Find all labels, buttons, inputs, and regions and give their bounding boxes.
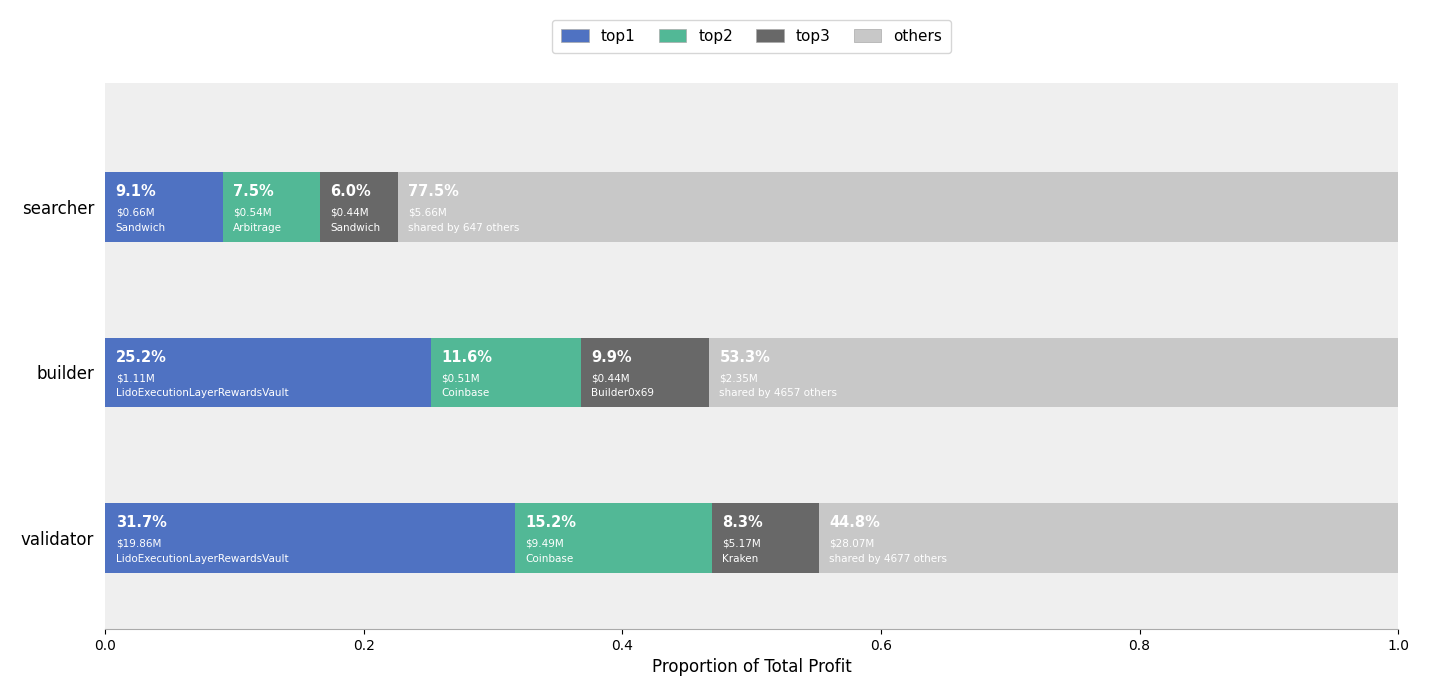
Text: 15.2%: 15.2% xyxy=(525,515,576,530)
Text: $19.86M: $19.86M xyxy=(116,539,162,549)
X-axis label: Proportion of Total Profit: Proportion of Total Profit xyxy=(652,658,852,676)
Text: $5.17M: $5.17M xyxy=(722,539,761,549)
Bar xyxy=(819,503,1399,573)
Text: 44.8%: 44.8% xyxy=(829,515,881,530)
Text: 9.1%: 9.1% xyxy=(116,184,156,199)
Text: Builder0x69: Builder0x69 xyxy=(592,388,655,398)
Bar xyxy=(223,172,320,242)
Text: LidoExecutionLayerRewardsVault: LidoExecutionLayerRewardsVault xyxy=(116,388,289,398)
Text: $0.51M: $0.51M xyxy=(442,373,480,383)
Text: 77.5%: 77.5% xyxy=(408,184,459,199)
Bar xyxy=(106,338,430,407)
Text: Arbitrage: Arbitrage xyxy=(233,223,282,233)
Bar xyxy=(712,503,819,573)
Text: 25.2%: 25.2% xyxy=(116,350,166,365)
Text: shared by 4657 others: shared by 4657 others xyxy=(719,388,838,398)
Text: $2.35M: $2.35M xyxy=(719,373,758,383)
Text: $9.49M: $9.49M xyxy=(525,539,565,549)
Legend: top1, top2, top3, others: top1, top2, top3, others xyxy=(552,20,951,53)
Text: $5.66M: $5.66M xyxy=(408,208,446,217)
Text: $0.66M: $0.66M xyxy=(116,208,154,217)
Bar xyxy=(515,503,712,573)
Bar xyxy=(106,172,223,242)
Text: Coinbase: Coinbase xyxy=(525,553,573,564)
Text: 31.7%: 31.7% xyxy=(116,515,166,530)
Text: $0.54M: $0.54M xyxy=(233,208,272,217)
Bar xyxy=(430,338,581,407)
Bar xyxy=(106,503,515,573)
Text: 9.9%: 9.9% xyxy=(592,350,632,365)
Bar xyxy=(581,338,709,407)
Text: shared by 647 others: shared by 647 others xyxy=(408,223,519,233)
Text: shared by 4677 others: shared by 4677 others xyxy=(829,553,947,564)
Text: Kraken: Kraken xyxy=(722,553,758,564)
Text: 8.3%: 8.3% xyxy=(722,515,762,530)
Bar xyxy=(320,172,398,242)
Text: $0.44M: $0.44M xyxy=(592,373,631,383)
Text: 6.0%: 6.0% xyxy=(330,184,370,199)
Text: Sandwich: Sandwich xyxy=(116,223,166,233)
Text: Sandwich: Sandwich xyxy=(330,223,380,233)
Text: 7.5%: 7.5% xyxy=(233,184,275,199)
Text: 11.6%: 11.6% xyxy=(442,350,492,365)
Text: $0.44M: $0.44M xyxy=(330,208,369,217)
Bar xyxy=(398,172,1400,242)
Text: Coinbase: Coinbase xyxy=(442,388,489,398)
Text: LidoExecutionLayerRewardsVault: LidoExecutionLayerRewardsVault xyxy=(116,553,289,564)
Text: $1.11M: $1.11M xyxy=(116,373,154,383)
Text: 53.3%: 53.3% xyxy=(719,350,771,365)
Text: $28.07M: $28.07M xyxy=(829,539,875,549)
Bar xyxy=(709,338,1399,407)
